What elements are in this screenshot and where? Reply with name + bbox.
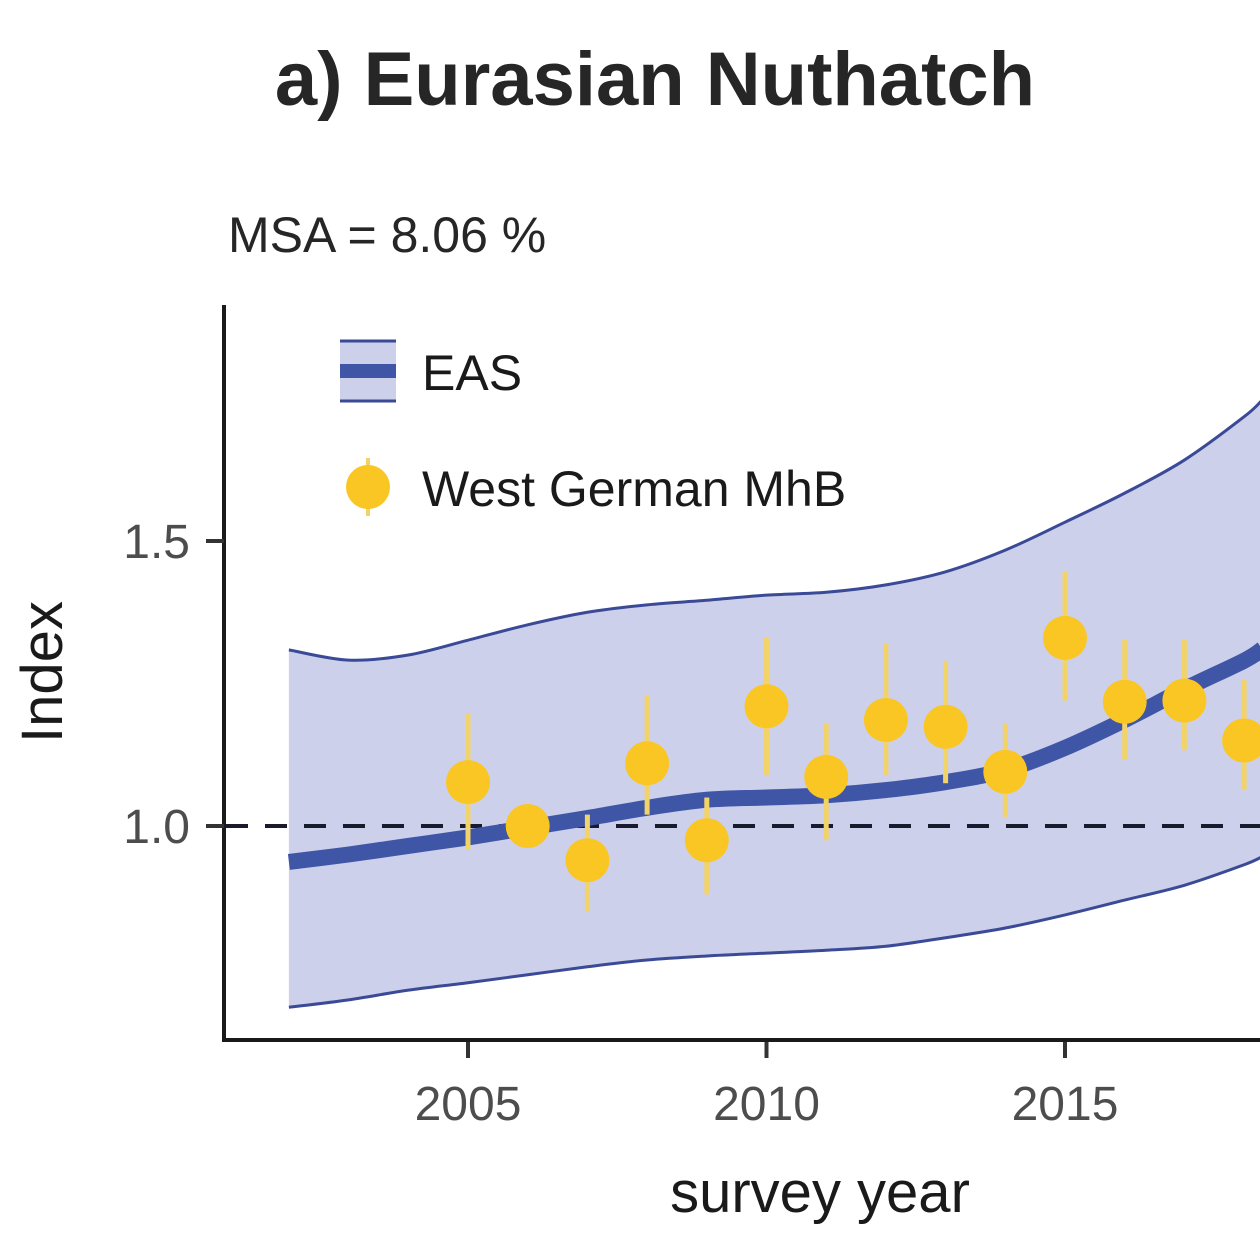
y-axis-label: Index [10,601,75,743]
data-point [1222,680,1260,791]
point-marker [565,838,610,883]
chart-title: a) Eurasian Nuthatch [275,37,1035,122]
point-marker [1222,718,1260,763]
y-ticks: 1.0 1.5 [123,516,224,854]
point-marker [1102,679,1147,724]
data-point [446,713,490,850]
data-point [1162,640,1207,751]
x-ticks: 2005 2010 2015 [415,1042,1119,1131]
point-marker [505,804,550,848]
x-axis-label: survey year [670,1160,970,1225]
chart-subtitle: MSA = 8.06 % [228,207,546,263]
y-tick-label: 1.0 [123,801,190,854]
data-point [625,694,670,815]
data-point [505,804,550,848]
data-point [744,637,789,775]
data-point [1102,640,1147,760]
x-tick-label: 2005 [415,1078,522,1131]
data-point [804,723,849,841]
data-point [1043,571,1087,701]
x-tick-label: 2010 [713,1078,820,1131]
data-point [565,814,610,912]
data-point [923,660,968,784]
point-marker [923,704,968,749]
legend-label-eas: EAS [422,345,522,401]
y-tick-label: 1.5 [123,516,190,569]
axes: 2005 2010 2015 1.0 1.5 [123,305,1260,1131]
data-point [863,643,908,775]
point-marker [446,760,490,805]
legend-point-swatch [346,465,390,509]
point-marker [625,741,670,786]
point-marker [1043,615,1087,660]
mhb-points [446,571,1260,912]
point-marker [1162,678,1207,723]
x-tick-label: 2015 [1012,1078,1119,1131]
point-marker [863,697,908,742]
legend: EAS West German MhB [340,339,846,517]
legend-item-eas: EAS [340,339,522,403]
point-marker [744,684,789,729]
point-marker [804,754,849,799]
eas-ribbon-lower-edge [288,856,1260,1009]
plot-area [226,400,1260,1009]
eas-ribbon-upper-edge [288,400,1260,662]
data-point [684,797,729,895]
legend-label-mhb: West German MhB [422,461,846,517]
point-marker [983,749,1028,794]
legend-item-mhb: West German MhB [346,458,846,517]
point-marker [684,818,729,863]
data-point [983,723,1028,817]
